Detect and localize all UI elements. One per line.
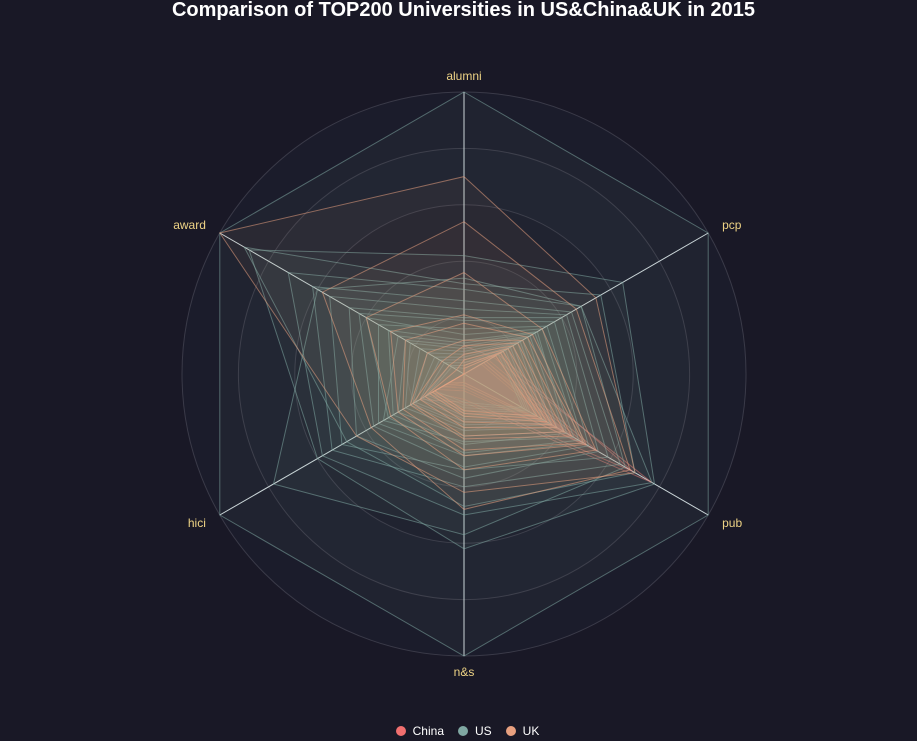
legend-swatch-china	[395, 726, 406, 736]
legend-label-uk: UK	[522, 724, 540, 738]
legend-swatch-us	[458, 726, 468, 736]
radar-polygon-uk-11[interactable]	[433, 355, 539, 417]
axis-label-2: pub	[722, 516, 742, 530]
axis-label-1: pcp	[722, 218, 742, 232]
legend-item-china[interactable]: China	[395, 723, 444, 739]
axis-label-4: hici	[188, 516, 206, 530]
radar-axis-labels: alumni pcp pub n&s hici award	[173, 69, 742, 679]
legend-item-us[interactable]: US	[458, 723, 492, 739]
axis-label-0: alumni	[446, 69, 481, 83]
radar-series-layer	[218, 91, 709, 657]
radar-axis-line-5	[219, 232, 465, 375]
axis-label-3: n&s	[454, 665, 475, 679]
legend-swatch-uk	[505, 726, 516, 736]
legend-label-us: US	[475, 724, 492, 738]
radar-polygon-uk-0[interactable]	[218, 176, 636, 493]
series-uk	[218, 176, 636, 510]
legend: China US UK	[0, 723, 917, 739]
radar-polygon-uk-1[interactable]	[321, 221, 631, 510]
axis-label-5: award	[173, 218, 206, 232]
legend-label-china: China	[412, 724, 444, 738]
radar-polygon-uk-2[interactable]	[365, 271, 597, 471]
radar-polygon-us-4[interactable]	[287, 271, 653, 516]
chart-title: Comparison of TOP200 Universities in US&…	[171, 0, 756, 21]
legend-item-uk[interactable]: UK	[505, 723, 540, 739]
